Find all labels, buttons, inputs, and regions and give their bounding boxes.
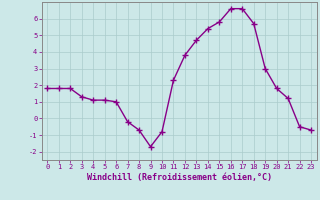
X-axis label: Windchill (Refroidissement éolien,°C): Windchill (Refroidissement éolien,°C) bbox=[87, 173, 272, 182]
